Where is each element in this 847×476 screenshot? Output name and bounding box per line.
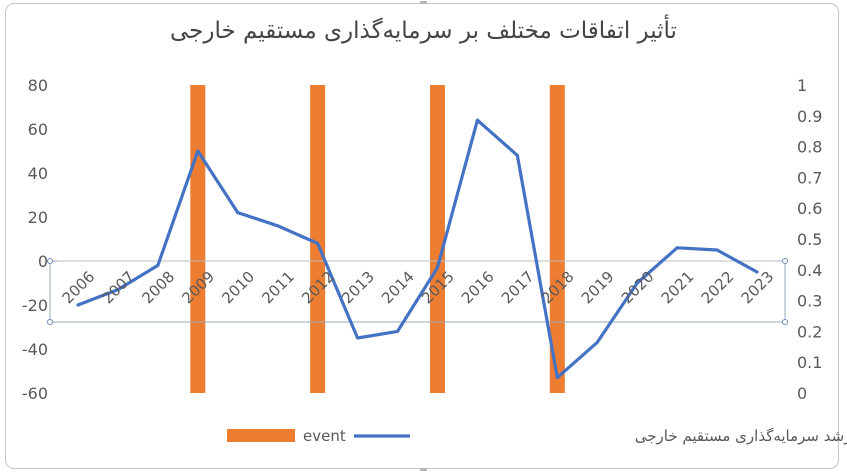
y-right-tick: 0.2 (797, 322, 822, 341)
y-left-tick: -60 (22, 384, 48, 403)
fdi-point-2019 (595, 340, 599, 344)
fdi-point-2009 (196, 149, 200, 153)
category-label-2019: 2019 (578, 268, 618, 308)
fdi-point-2011 (276, 224, 280, 228)
fdi-point-2021 (675, 246, 679, 250)
legend-fdi-label: رشد سرمایه‌گذاری مستقیم خارجی (635, 427, 847, 445)
fdi-point-2015 (435, 266, 439, 270)
event-bar-2012 (310, 85, 326, 393)
fdi-point-2008 (156, 263, 160, 267)
selection-handle-3[interactable] (782, 319, 788, 325)
y-left-tick: 60 (28, 120, 48, 139)
selection-handle-0[interactable] (47, 258, 53, 264)
fdi-point-2006 (76, 303, 80, 307)
y-left-tick: -20 (22, 296, 48, 315)
category-label-2021: 2021 (658, 268, 698, 308)
fdi-point-2020 (635, 281, 639, 285)
y-right-tick: 0.4 (797, 261, 822, 280)
resize-handle-top[interactable] (420, 1, 427, 4)
y-left-tick: 20 (28, 208, 48, 227)
category-label-2017: 2017 (498, 268, 538, 308)
fdi-point-2010 (236, 211, 240, 215)
event-bar-2015 (429, 85, 445, 393)
y-right-tick: 0.1 (797, 353, 822, 372)
fdi-point-2023 (755, 270, 759, 274)
fdi-point-2022 (715, 248, 719, 252)
category-label-2006: 2006 (59, 268, 99, 308)
category-label-2023: 2023 (738, 268, 778, 308)
y-right-tick: 0.6 (797, 199, 822, 218)
y-right-tick: 1 (797, 76, 807, 95)
y-right-tick: 0.9 (797, 107, 822, 126)
y-left-tick: 0 (38, 252, 48, 271)
fdi-point-2013 (356, 336, 360, 340)
resize-handle-bottom[interactable] (420, 468, 427, 471)
legend-event-swatch (227, 429, 295, 442)
selection-handle-2[interactable] (47, 319, 53, 325)
fdi-growth-line (76, 118, 759, 380)
selection-handle-1[interactable] (782, 258, 788, 264)
chart-area (5, 3, 839, 469)
y-right-tick: 0.5 (797, 230, 822, 249)
event-bar-2009 (190, 85, 206, 393)
chart-title: تأثیر اتفاقات مختلف بر سرمایه‌گذاری مستق… (170, 18, 677, 44)
fdi-point-2007 (116, 288, 120, 292)
y-right-tick: 0.7 (797, 168, 822, 187)
category-label-2022: 2022 (698, 268, 738, 308)
fdi-point-2014 (396, 329, 400, 333)
category-label-2020: 2020 (618, 268, 658, 308)
fdi-point-2017 (515, 153, 519, 157)
y-right-tick: 0 (797, 384, 807, 403)
fdi-point-2018 (555, 376, 559, 380)
category-label-2013: 2013 (338, 268, 378, 308)
category-label-2007: 2007 (99, 268, 139, 308)
y-right-tick: 0.3 (797, 292, 822, 311)
fdi-point-2016 (475, 118, 479, 122)
event-bar-2018 (549, 85, 565, 393)
y-left-tick: 80 (28, 76, 48, 95)
y-left-tick: -40 (22, 340, 48, 359)
category-label-2010: 2010 (218, 268, 258, 308)
category-label-2016: 2016 (458, 268, 498, 308)
y-left-tick: 40 (28, 164, 48, 183)
y-right-tick: 0.8 (797, 138, 822, 157)
category-label-2014: 2014 (378, 268, 418, 308)
category-label-2011: 2011 (258, 268, 298, 308)
fdi-point-2012 (316, 241, 320, 245)
legend-event-label: event (303, 427, 346, 445)
